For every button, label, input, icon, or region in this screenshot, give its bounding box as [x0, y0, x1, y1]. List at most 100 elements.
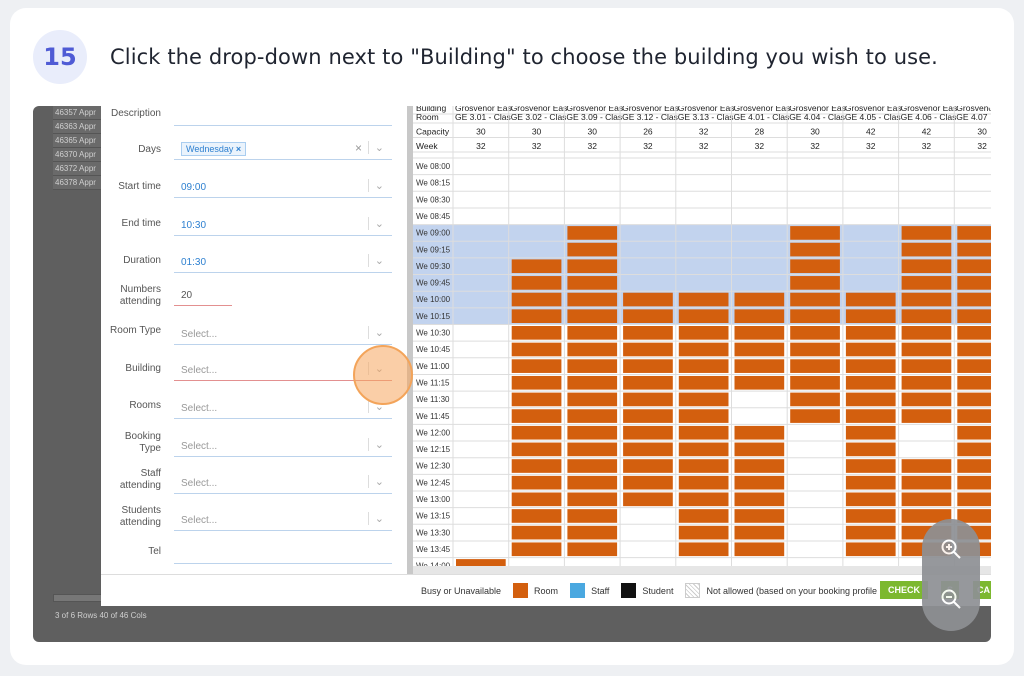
booked-slot: [678, 542, 729, 557]
students-label: Students attending: [119, 505, 161, 528]
booked-slot: [901, 392, 952, 407]
booked-slot: [567, 475, 618, 490]
time-label: We 09:15: [416, 245, 451, 254]
booking-form: Description Days Wednesday × × ⌄ Start t…: [101, 106, 407, 574]
tel-input[interactable]: [174, 542, 392, 564]
booked-slot: [957, 326, 991, 340]
booked-slot: [511, 309, 562, 323]
building-name: Grosvenor Eas: [845, 106, 902, 113]
duration-value: 01:30: [181, 257, 207, 268]
booked-slot: [901, 259, 952, 274]
room-capacity: 42: [922, 127, 932, 137]
booked-slot: [957, 392, 991, 407]
booked-slot: [790, 292, 840, 307]
room-week: 32: [476, 141, 486, 151]
room-capacity: 26: [643, 127, 653, 137]
booked-slot: [901, 242, 952, 257]
booked-slot: [623, 326, 673, 340]
days-chip[interactable]: Wednesday ×: [181, 142, 247, 156]
chevron-down-icon[interactable]: ⌄: [367, 141, 384, 154]
booked-slot: [845, 492, 896, 507]
room-type-placeholder: Select...: [181, 329, 218, 340]
time-label: We 13:00: [416, 495, 451, 504]
booked-slot: [845, 375, 896, 390]
chip-remove-icon[interactable]: ×: [235, 144, 242, 154]
booked-slot: [567, 242, 618, 257]
booking-type-select[interactable]: Select... ⌄: [174, 435, 392, 457]
numbers-input[interactable]: 20: [174, 284, 232, 306]
rooms-placeholder: Select...: [181, 403, 218, 414]
building-name: Grosvenor Eas: [622, 106, 679, 113]
booked-slot: [678, 442, 729, 457]
booked-slot: [901, 309, 952, 323]
duration-select[interactable]: 01:30 ⌄: [174, 251, 392, 273]
time-label: We 09:00: [416, 229, 451, 238]
room-week: 32: [922, 141, 932, 151]
booked-slot: [901, 226, 952, 240]
room-type-select[interactable]: Select... ⌄: [174, 323, 392, 345]
booked-slot: [957, 359, 991, 373]
chevron-down-icon[interactable]: ⌄: [367, 475, 384, 488]
booked-slot: [790, 359, 840, 373]
room-week: 32: [532, 141, 542, 151]
room-capacity: 28: [755, 127, 765, 137]
room-week: 32: [977, 141, 987, 151]
rooms-select[interactable]: Select... ⌄: [174, 397, 392, 419]
chevron-down-icon[interactable]: ⌄: [367, 400, 384, 413]
booked-slot: [734, 326, 785, 340]
students-select[interactable]: Select... ⌄: [174, 509, 392, 531]
booked-slot: [567, 442, 618, 457]
booked-slot: [734, 309, 785, 323]
booked-slot: [511, 392, 562, 407]
start-time-select[interactable]: 09:00 ⌄: [174, 176, 392, 198]
booked-slot: [901, 492, 952, 507]
booked-slot: [511, 409, 562, 423]
zoom-out-icon[interactable]: [935, 583, 967, 615]
booked-slot: [957, 425, 991, 440]
chevron-down-icon[interactable]: ⌄: [367, 179, 384, 192]
booked-slot: [901, 342, 952, 357]
description-input[interactable]: [174, 106, 392, 126]
building-name: Grosvenor Eas: [901, 106, 958, 113]
booked-slot: [901, 276, 952, 290]
booked-slot: [901, 459, 952, 473]
legend-staff-label: Staff: [591, 585, 610, 596]
booked-slot: [678, 326, 729, 340]
clear-icon[interactable]: ×: [354, 141, 362, 155]
chevron-down-icon[interactable]: ⌄: [367, 254, 384, 267]
booked-slot: [845, 292, 896, 307]
booked-slot: [790, 309, 840, 323]
room-capacity: 30: [476, 127, 486, 137]
staff-label: Staff attending: [119, 468, 161, 491]
booked-slot: [623, 309, 673, 323]
booking-type-placeholder: Select...: [181, 441, 218, 452]
booked-slot: [567, 375, 618, 390]
chevron-down-icon[interactable]: ⌄: [367, 217, 384, 230]
booked-slot: [511, 276, 562, 290]
end-time-select[interactable]: 10:30 ⌄: [174, 214, 392, 236]
days-select[interactable]: Wednesday × × ⌄: [174, 138, 392, 160]
booked-slot: [511, 459, 562, 473]
booked-slot: [678, 509, 729, 523]
check-button[interactable]: CHECK: [880, 581, 929, 599]
booked-slot: [623, 342, 673, 357]
description-label: Description: [110, 108, 161, 119]
booked-slot: [511, 425, 562, 440]
booked-slot: [678, 292, 729, 307]
staff-select[interactable]: Select... ⌄: [174, 472, 392, 494]
time-label: We 10:15: [416, 312, 451, 321]
panel-splitter[interactable]: [407, 106, 413, 574]
zoom-in-icon[interactable]: [935, 533, 967, 565]
room-week: 32: [866, 141, 876, 151]
booked-slot: [957, 276, 991, 290]
booked-slot: [957, 259, 991, 274]
chevron-down-icon[interactable]: ⌄: [367, 438, 384, 451]
chevron-down-icon[interactable]: ⌄: [367, 512, 384, 525]
room-week: 32: [699, 141, 709, 151]
booked-slot: [845, 309, 896, 323]
grid-scrollbar: [413, 566, 991, 574]
booked-slot: [845, 425, 896, 440]
chevron-down-icon[interactable]: ⌄: [367, 326, 384, 339]
booked-slot: [678, 375, 729, 390]
booked-slot: [511, 259, 562, 274]
